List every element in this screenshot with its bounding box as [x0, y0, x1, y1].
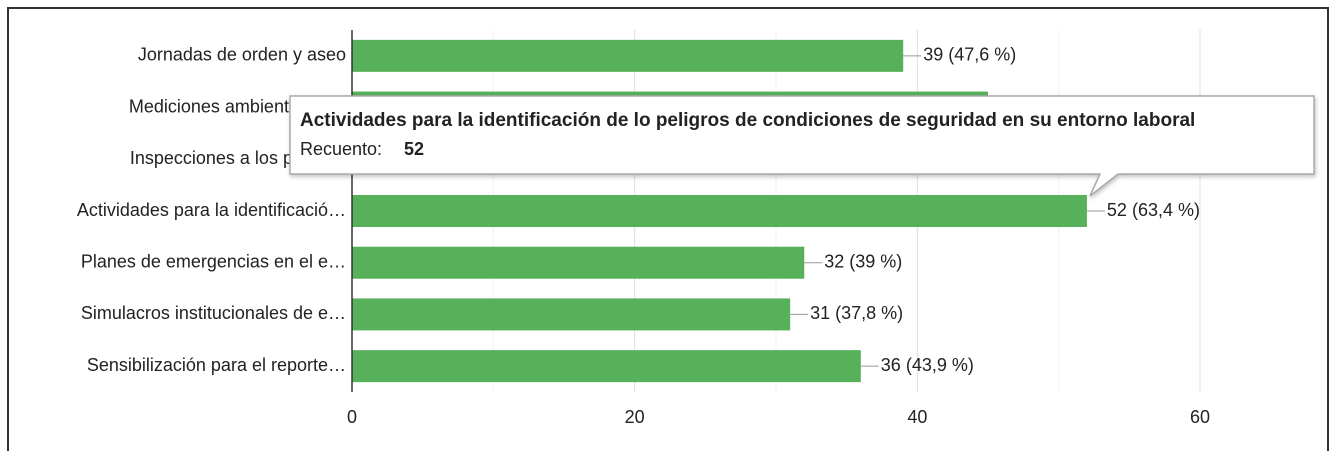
y-tick-label: Actividades para la identificació…	[77, 200, 346, 220]
value-label: 31 (37,8 %)	[810, 303, 903, 323]
tooltip-title: Actividades para la identificación de lo…	[300, 110, 1195, 131]
value-label: 39 (47,6 %)	[923, 45, 1016, 65]
tooltip: Actividades para la identificación de lo…	[289, 95, 1315, 197]
frame	[7, 7, 1329, 451]
x-tick-label: 60	[1190, 407, 1210, 427]
bar	[352, 246, 805, 279]
tooltip-label: Recuento:	[300, 139, 382, 159]
y-tick-label: Jornadas de orden y aseo	[138, 45, 346, 65]
tooltip-box	[289, 95, 1315, 197]
y-tick-label: Simulacros institucionales de e…	[81, 303, 346, 323]
value-label: 52 (63,4 %)	[1107, 200, 1200, 220]
bar	[352, 350, 861, 383]
bar	[352, 195, 1087, 227]
y-tick-label: Sensibilización para el reporte…	[87, 355, 346, 375]
tooltip-value: 52	[404, 139, 424, 159]
bar	[352, 39, 904, 72]
x-tick-label: 40	[907, 407, 927, 427]
y-tick-label: Planes de emergencias en el e…	[81, 251, 346, 271]
x-tick-label: 0	[347, 407, 357, 427]
value-label: 32 (39 %)	[824, 251, 902, 271]
bar	[352, 298, 791, 331]
x-tick-label: 20	[625, 407, 645, 427]
value-label: 36 (43,9 %)	[881, 355, 974, 375]
